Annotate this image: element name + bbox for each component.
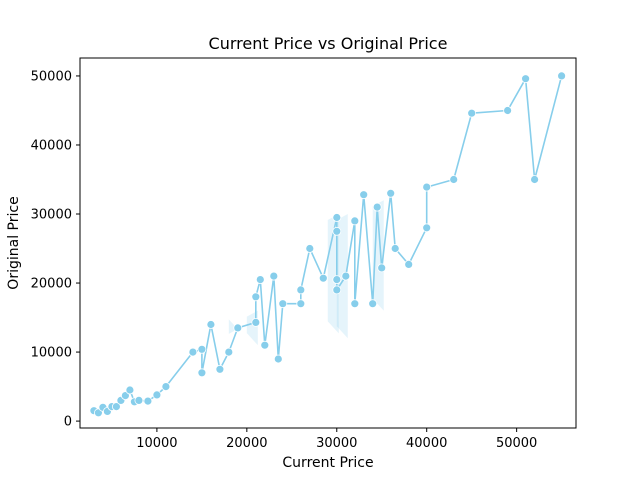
data-point [422,182,432,192]
data-point [503,106,513,115]
data-point [332,213,342,222]
y-axis-ticks: 0 10000 20000 30000 40000 50000 [31,69,80,430]
data-point [152,390,162,400]
data-point [125,385,135,395]
data-point [332,226,342,236]
data-point [197,344,207,354]
data-point [161,382,171,392]
data-point [112,402,121,412]
x-tick-label: 50000 [496,436,537,451]
data-point [296,285,306,295]
plot-frame [79,57,577,429]
y-axis-label: Original Price [6,196,22,289]
data-point [372,202,382,212]
data-point [368,299,378,309]
data-point [224,347,234,357]
data-point [233,323,243,333]
data-point [557,71,566,81]
data-point [521,74,530,84]
data-point [215,364,225,374]
data-point [260,340,270,350]
y-tick-label: 10000 [31,346,72,361]
data-point [255,275,265,285]
data-point [390,244,400,253]
data-point [318,273,328,283]
data-point [386,188,396,198]
x-tick-label: 30000 [316,436,357,451]
chart-title: Current Price vs Original Price [209,34,448,53]
data-point [305,244,315,253]
data-point [467,108,477,118]
x-tick-label: 20000 [226,436,267,451]
x-tick-label: 10000 [136,436,177,451]
x-axis-ticks: 10000 20000 30000 40000 50000 [136,428,537,451]
data-point [377,263,387,273]
y-tick-label: 50000 [31,69,72,84]
data-point [269,271,279,281]
data-point [422,223,432,233]
data-point [332,285,342,295]
data-point [278,299,288,309]
data-point [251,317,261,327]
y-tick-label: 40000 [31,138,72,153]
data-point [449,175,459,184]
y-tick-label: 0 [64,415,72,430]
data-point [143,396,153,406]
data-point [332,275,342,285]
data-point [206,320,216,329]
data-point [404,259,414,269]
x-axis-label: Current Price [282,455,373,471]
data-point [296,299,306,309]
data-point [530,175,539,184]
data-point [273,354,283,364]
data-point [188,347,198,357]
data-point [350,216,360,226]
y-tick-label: 20000 [31,277,72,292]
data-point [359,190,369,200]
data-point [197,368,207,378]
data-point [134,395,144,405]
series-markers [89,71,566,418]
plot-area [80,58,576,428]
data-point [341,271,351,281]
y-tick-label: 30000 [31,208,72,223]
data-point [251,292,261,302]
x-tick-label: 40000 [406,436,447,451]
data-point [350,299,360,309]
